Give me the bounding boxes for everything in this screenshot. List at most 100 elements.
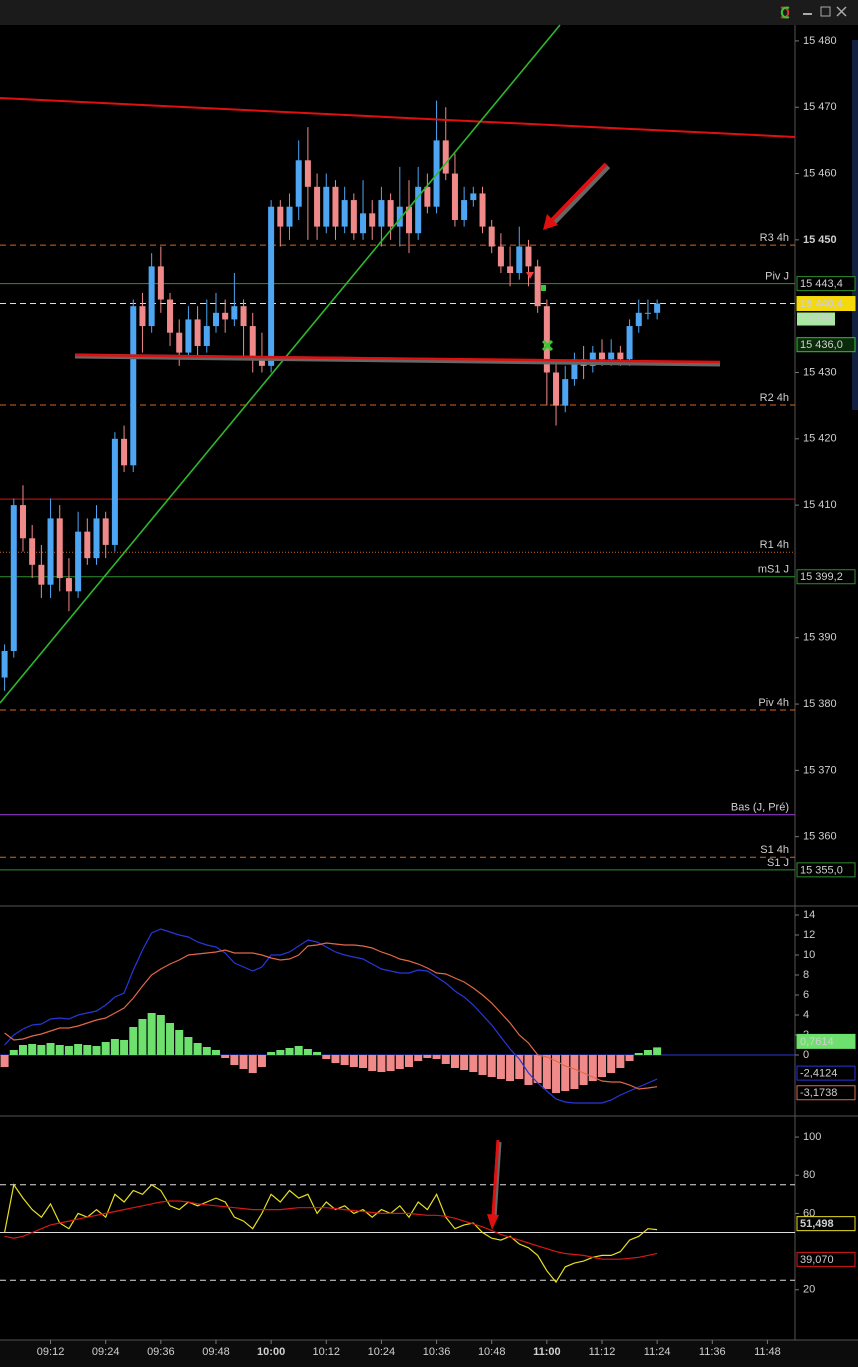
candle-body	[102, 518, 109, 545]
x-tick-label: 09:48	[202, 1346, 230, 1358]
histogram-bar	[248, 1055, 257, 1073]
indicator-line	[4, 928, 658, 1104]
countdown: 1m19s	[800, 313, 834, 325]
histogram-bar	[579, 1055, 588, 1085]
x-tick-label: 09:24	[92, 1346, 120, 1358]
candle-body	[525, 246, 532, 267]
x-tick-label: 10:24	[368, 1346, 396, 1358]
value-box	[796, 276, 856, 292]
candle-body	[249, 326, 256, 360]
window-controls[interactable]	[780, 6, 847, 19]
candle-body	[405, 206, 412, 234]
candle-body	[93, 518, 100, 559]
candle-body	[29, 538, 36, 565]
value-box-label: -3,1738	[800, 1087, 837, 1099]
histogram-bar	[211, 1050, 220, 1055]
candle-body	[10, 505, 17, 652]
horizontal-line	[74, 353, 721, 364]
x-tick-label: 11:24	[644, 1346, 671, 1358]
histogram-bar	[0, 1055, 9, 1067]
value-box	[796, 1065, 856, 1081]
histogram-bar	[597, 1055, 606, 1077]
sync-icon-2[interactable]	[780, 6, 790, 19]
y-tick-label: 12	[803, 929, 815, 941]
candle-body	[84, 531, 91, 559]
candle-body	[589, 352, 596, 366]
candle-body	[654, 303, 661, 313]
value-box-label: 39,070	[800, 1254, 834, 1266]
time-axis-background	[0, 1340, 858, 1367]
sync-icon[interactable]	[780, 6, 790, 19]
level-label: Piv 4h	[758, 697, 789, 709]
candle-body	[56, 518, 63, 579]
arrow	[491, 1139, 500, 1217]
level-label: R2 4h	[760, 392, 789, 404]
candle-body	[369, 213, 376, 227]
y-tick-label: 15 380	[803, 698, 837, 710]
y-tick-label: 20	[803, 1284, 815, 1296]
histogram-bar	[487, 1055, 496, 1077]
value-box	[796, 569, 856, 585]
candle-body	[534, 266, 541, 307]
close[interactable]	[836, 6, 847, 17]
candle-body	[635, 312, 642, 327]
minimize[interactable]	[803, 13, 812, 15]
exit-marker	[541, 339, 554, 352]
histogram-bar	[395, 1055, 404, 1069]
maximize[interactable]	[820, 6, 831, 17]
histogram-bar	[423, 1055, 432, 1058]
x-tick-label: 11:48	[754, 1346, 781, 1358]
candle-body	[608, 352, 615, 360]
histogram-bar	[478, 1055, 487, 1075]
histogram-bar	[561, 1055, 570, 1091]
histogram-bar	[432, 1055, 441, 1059]
histogram-bar	[46, 1043, 55, 1055]
histogram-bar	[175, 1030, 184, 1055]
candle-body	[461, 200, 468, 220]
y-tick-label: 15 460	[803, 167, 837, 179]
y-tick-label: 80	[803, 1169, 815, 1181]
candle-body	[350, 200, 357, 234]
value-box	[796, 862, 856, 878]
y-tick-label: 4	[803, 1009, 809, 1021]
value-box-label: 0,7614	[800, 1036, 834, 1048]
candle-body	[396, 206, 403, 227]
y-tick-label: 8	[803, 969, 809, 981]
level-label: Piv J	[765, 271, 789, 283]
histogram-bar	[368, 1055, 377, 1071]
x-tick-label: 09:12	[37, 1346, 65, 1358]
histogram-bar	[542, 1055, 551, 1089]
value-box-label: 15 443,4	[800, 278, 843, 290]
candle-body	[121, 438, 128, 466]
histogram-bar	[28, 1044, 37, 1055]
y-tick-label: 15 390	[803, 632, 837, 644]
indicator-line	[4, 1183, 658, 1284]
arrow	[550, 162, 608, 222]
histogram-bar	[64, 1046, 73, 1055]
histogram-bar	[616, 1055, 625, 1068]
x-tick-label: 11:36	[699, 1346, 726, 1358]
histogram-bar	[129, 1027, 138, 1055]
y-tick-label: 15 370	[803, 764, 837, 776]
histogram-bar	[377, 1055, 386, 1072]
drawings	[0, 24, 796, 1230]
candle-body	[148, 266, 155, 327]
histogram-bar	[18, 1045, 27, 1055]
x-tick-label: 09:36	[147, 1346, 175, 1358]
histogram-bar	[386, 1055, 395, 1071]
candle-body	[516, 246, 523, 274]
candle-body	[231, 306, 238, 320]
candle-body	[442, 140, 449, 174]
candle-body	[176, 332, 183, 353]
countdown-box	[797, 312, 835, 326]
value-box-label: -2,4124	[800, 1068, 837, 1080]
plot: 15 480 15 470 15 460 15 450 15 430 15 420 15 4…	[0, 35, 856, 1358]
scrollbar[interactable]	[852, 40, 858, 410]
candle-body	[451, 173, 458, 220]
histogram-bar	[267, 1052, 276, 1055]
histogram-bar	[460, 1055, 469, 1070]
candle-body	[277, 206, 284, 227]
candle-body	[222, 312, 229, 320]
candle-body	[571, 359, 578, 380]
